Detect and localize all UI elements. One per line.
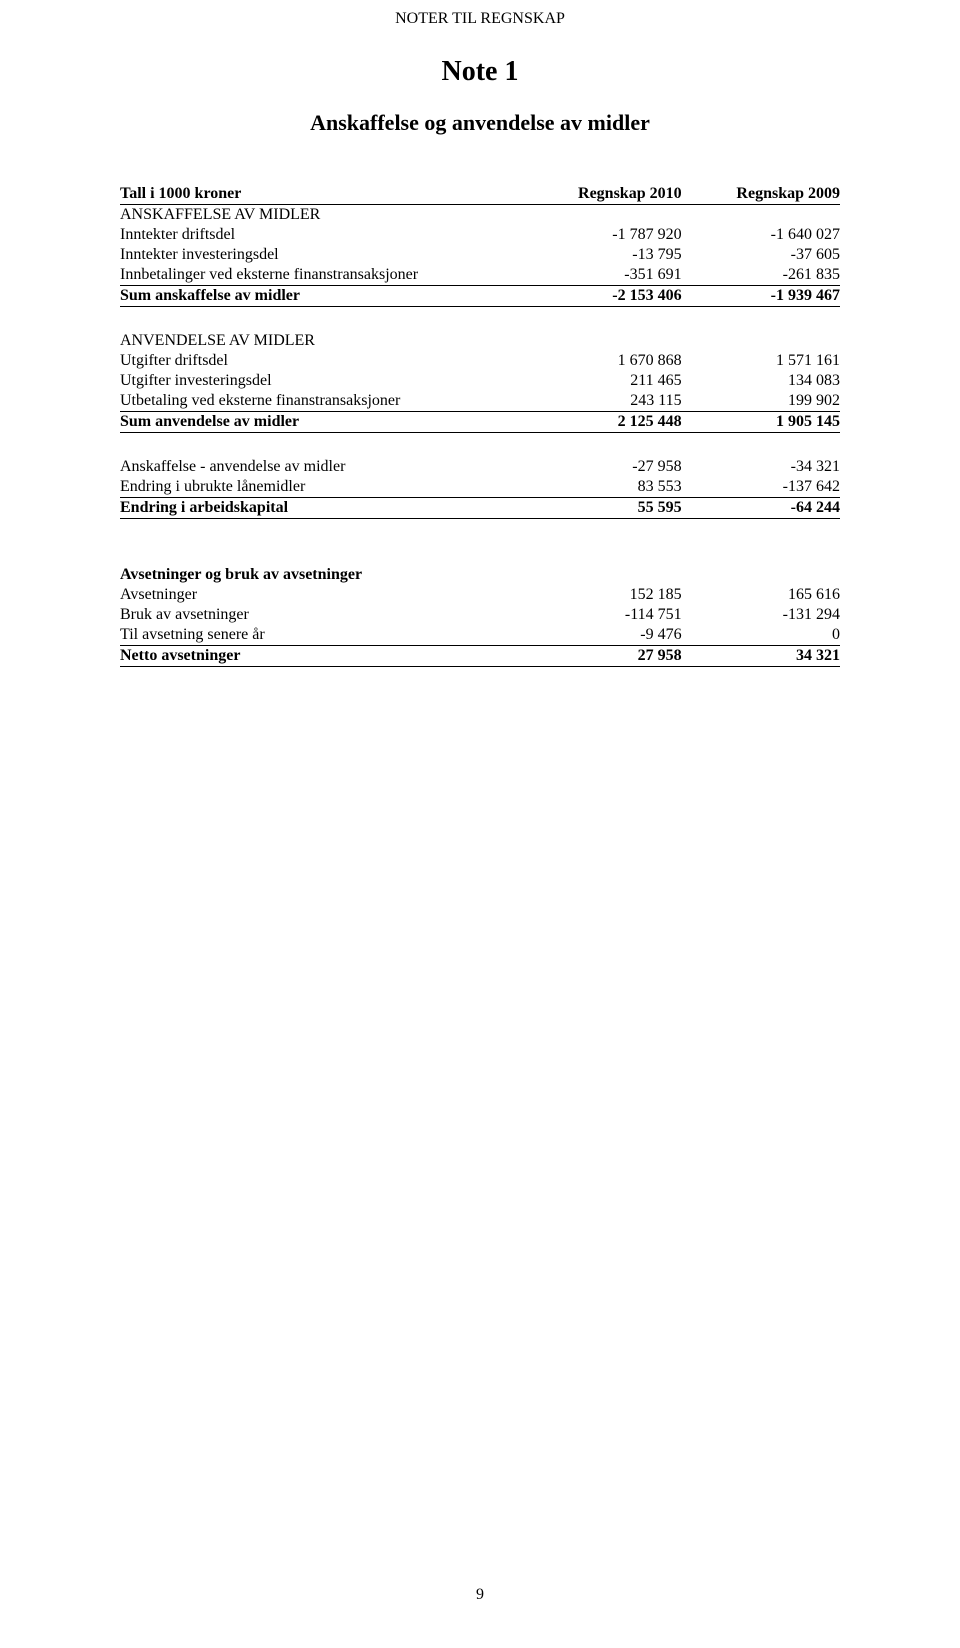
section-title-row: ANVENDELSE AV MIDLER	[120, 331, 840, 351]
cell: -2 153 406	[523, 286, 681, 307]
note-title: Note 1	[120, 56, 840, 88]
cell: -34 321	[682, 457, 840, 477]
cell-label: Innbetalinger ved eksterne finanstransak…	[120, 265, 523, 286]
cell: -1 939 467	[682, 286, 840, 307]
table-row: Inntekter investeringsdel -13 795 -37 60…	[120, 245, 840, 265]
cell: -13 795	[523, 245, 681, 265]
cell-label: Avsetninger	[120, 585, 523, 605]
section-title: Avsetninger og bruk av avsetninger	[120, 565, 523, 585]
table-row: Utgifter investeringsdel 211 465 134 083	[120, 371, 840, 391]
spacer-row	[120, 307, 840, 332]
cell	[523, 331, 681, 351]
cell: -1 640 027	[682, 225, 840, 245]
cell: -1 787 920	[523, 225, 681, 245]
cell: -37 605	[682, 245, 840, 265]
spacer-row	[120, 519, 840, 566]
table-row: Utbetaling ved eksterne finanstransaksjo…	[120, 391, 840, 412]
table-header-row: Tall i 1000 kroner Regnskap 2010 Regnska…	[120, 184, 840, 205]
cell-label: Inntekter driftsdel	[120, 225, 523, 245]
cell	[682, 205, 840, 226]
cell-label: Endring i arbeidskapital	[120, 498, 523, 519]
cell: 55 595	[523, 498, 681, 519]
cell: -9 476	[523, 625, 681, 646]
section-title-row: Avsetninger og bruk av avsetninger	[120, 565, 840, 585]
table-row: Inntekter driftsdel -1 787 920 -1 640 02…	[120, 225, 840, 245]
col-c1: Regnskap 2010	[523, 184, 681, 205]
col-label: Tall i 1000 kroner	[120, 184, 523, 205]
cell: 1 571 161	[682, 351, 840, 371]
sum-row: Endring i arbeidskapital 55 595 -64 244	[120, 498, 840, 519]
table-row: Utgifter driftsdel 1 670 868 1 571 161	[120, 351, 840, 371]
cell: -351 691	[523, 265, 681, 286]
spacer-row	[120, 433, 840, 458]
section-title: ANVENDELSE AV MIDLER	[120, 331, 523, 351]
cell	[523, 205, 681, 226]
cell: 0	[682, 625, 840, 646]
cell-label: Inntekter investeringsdel	[120, 245, 523, 265]
cell-label: Utgifter driftsdel	[120, 351, 523, 371]
cell: 1 670 868	[523, 351, 681, 371]
cell: 165 616	[682, 585, 840, 605]
cell: 34 321	[682, 646, 840, 667]
cell-label: Utgifter investeringsdel	[120, 371, 523, 391]
table-row: Bruk av avsetninger -114 751 -131 294	[120, 605, 840, 625]
cell: 2 125 448	[523, 412, 681, 433]
cell: 243 115	[523, 391, 681, 412]
cell: 27 958	[523, 646, 681, 667]
cell: 1 905 145	[682, 412, 840, 433]
cell: 83 553	[523, 477, 681, 498]
cell: 152 185	[523, 585, 681, 605]
section-title-row: ANSKAFFELSE AV MIDLER	[120, 205, 840, 226]
cell-label: Anskaffelse - anvendelse av midler	[120, 457, 523, 477]
cell-label: Til avsetning senere år	[120, 625, 523, 646]
col-c2: Regnskap 2009	[682, 184, 840, 205]
cell-label: Netto avsetninger	[120, 646, 523, 667]
cell-label: Utbetaling ved eksterne finanstransaksjo…	[120, 391, 523, 412]
table-row: Anskaffelse - anvendelse av midler -27 9…	[120, 457, 840, 477]
cell: -27 958	[523, 457, 681, 477]
sum-row: Sum anvendelse av midler 2 125 448 1 905…	[120, 412, 840, 433]
sum-row: Sum anskaffelse av midler -2 153 406 -1 …	[120, 286, 840, 307]
cell: -261 835	[682, 265, 840, 286]
cell	[682, 565, 840, 585]
page-number: 9	[0, 1586, 960, 1604]
cell: 199 902	[682, 391, 840, 412]
cell: 134 083	[682, 371, 840, 391]
table-row: Innbetalinger ved eksterne finanstransak…	[120, 265, 840, 286]
cell-label: Bruk av avsetninger	[120, 605, 523, 625]
cell-label: Sum anskaffelse av midler	[120, 286, 523, 307]
table-row: Til avsetning senere år -9 476 0	[120, 625, 840, 646]
table-row: Endring i ubrukte lånemidler 83 553 -137…	[120, 477, 840, 498]
accounts-table: Tall i 1000 kroner Regnskap 2010 Regnska…	[120, 184, 840, 667]
doc-header: NOTER TIL REGNSKAP	[120, 10, 840, 28]
cell-label: Sum anvendelse av midler	[120, 412, 523, 433]
cell: 211 465	[523, 371, 681, 391]
cell-label: Endring i ubrukte lånemidler	[120, 477, 523, 498]
cell: -137 642	[682, 477, 840, 498]
cell	[682, 331, 840, 351]
sum-row: Netto avsetninger 27 958 34 321	[120, 646, 840, 667]
cell: -114 751	[523, 605, 681, 625]
table-row: Avsetninger 152 185 165 616	[120, 585, 840, 605]
cell	[523, 565, 681, 585]
cell: -131 294	[682, 605, 840, 625]
section-title: ANSKAFFELSE AV MIDLER	[120, 205, 523, 226]
subtitle: Anskaffelse og anvendelse av midler	[120, 110, 840, 136]
page: NOTER TIL REGNSKAP Note 1 Anskaffelse og…	[0, 0, 960, 1648]
cell: -64 244	[682, 498, 840, 519]
